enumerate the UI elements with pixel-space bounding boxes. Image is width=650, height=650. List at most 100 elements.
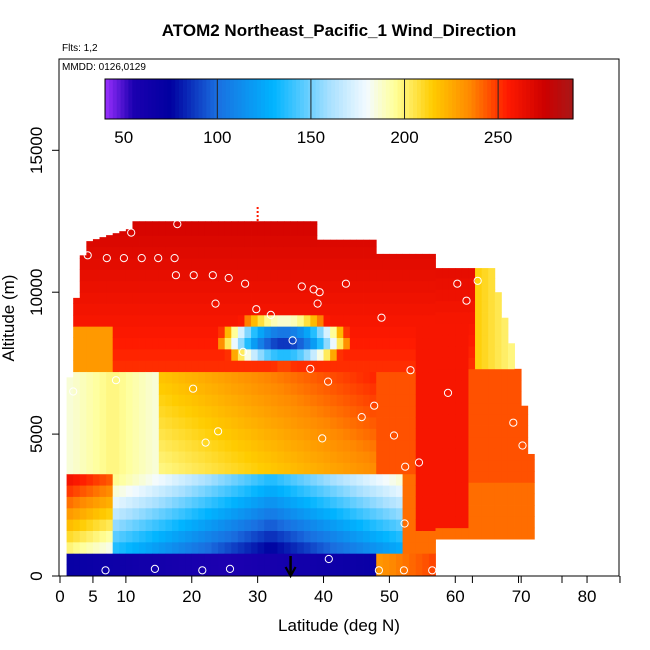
- heatmap-cell: [257, 553, 265, 566]
- heatmap-cell: [270, 235, 278, 248]
- heatmap-cell: [277, 439, 285, 452]
- heatmap-cell: [349, 314, 357, 327]
- heatmap-cell: [204, 507, 212, 520]
- heatmap-cell: [303, 235, 311, 248]
- heatmap-cell: [79, 405, 87, 418]
- sample-point: [225, 564, 235, 574]
- heatmap-cell: [119, 564, 127, 577]
- heatmap-cell: [251, 303, 259, 316]
- heatmap-cell: [435, 482, 443, 495]
- colorbar-swatch: [257, 79, 262, 119]
- colorbar-swatch: [163, 79, 168, 119]
- heatmap-cell: [99, 280, 107, 293]
- heatmap-cell: [297, 541, 305, 554]
- heatmap-cell: [270, 326, 278, 339]
- heatmap-cell: [488, 357, 496, 370]
- heatmap-cell: [264, 417, 272, 429]
- heatmap-cell: [336, 348, 344, 361]
- heatmap-cell: [224, 348, 232, 361]
- heatmap-cell: [244, 405, 252, 418]
- heatmap-cell: [165, 473, 173, 486]
- heatmap-cell: [323, 496, 331, 509]
- heatmap-cell: [125, 530, 133, 543]
- heatmap-cell: [323, 314, 331, 327]
- heatmap-cell: [488, 268, 496, 279]
- heatmap-cell: [349, 473, 357, 486]
- heatmap-cell: [428, 519, 436, 531]
- heatmap-cell: [363, 269, 371, 282]
- heatmap-cell: [257, 507, 265, 520]
- heatmap-cell: [415, 485, 423, 497]
- heatmap-cell: [422, 530, 430, 543]
- heatmap-cell: [145, 405, 153, 418]
- sample-point: [173, 220, 182, 229]
- colorbar-swatch: [366, 79, 371, 119]
- heatmap-cell: [132, 314, 140, 327]
- heatmap-cell: [172, 530, 179, 543]
- heatmap-cell: [277, 224, 285, 236]
- heatmap-cell: [330, 451, 338, 463]
- heatmap-cell: [145, 258, 153, 270]
- heatmap-cell: [112, 541, 120, 554]
- heatmap-cell: [270, 383, 278, 395]
- heatmap-cell: [448, 482, 456, 495]
- heatmap-cell: [323, 292, 331, 304]
- heatmap-cell: [481, 505, 489, 517]
- colorbar-swatch: [237, 79, 243, 119]
- heatmap-cell: [178, 360, 186, 373]
- heatmap-cell: [86, 337, 94, 350]
- heatmap-cell: [435, 414, 443, 426]
- heatmap-cell: [158, 405, 166, 418]
- heatmap-cell: [172, 541, 179, 554]
- heatmap-cell: [481, 493, 489, 506]
- heatmap-cell: [92, 507, 100, 520]
- heatmap-cell: [79, 394, 87, 407]
- heatmap-cell: [125, 246, 133, 259]
- heatmap-cell: [475, 459, 483, 472]
- heatmap-cell: [376, 485, 384, 497]
- heatmap-cell: [86, 473, 94, 486]
- heatmap-cell: [442, 516, 450, 529]
- heatmap-cell: [310, 519, 318, 531]
- heatmap-cell: [356, 439, 364, 452]
- heatmap-cell: [455, 425, 463, 438]
- heatmap-cell: [336, 239, 344, 248]
- heatmap-cell: [310, 292, 318, 304]
- heatmap-cell: [165, 303, 173, 316]
- heatmap-cell: [112, 473, 120, 486]
- heatmap-cell: [204, 394, 212, 407]
- heatmap-cell: [251, 485, 259, 497]
- heatmap-cell: [264, 337, 272, 350]
- heatmap-cell: [125, 258, 133, 270]
- heatmap-cell: [310, 485, 318, 497]
- heatmap-cell: [66, 530, 74, 543]
- heatmap-cell: [330, 507, 338, 520]
- heatmap-cell: [270, 553, 278, 566]
- colorbar-swatch: [498, 79, 504, 119]
- heatmap-cell: [316, 326, 324, 339]
- heatmap-cell: [330, 337, 338, 350]
- heatmap-cell: [191, 383, 199, 395]
- colorbar-swatch: [346, 79, 352, 119]
- heatmap-cell: [488, 470, 496, 483]
- heatmap-cell: [310, 303, 318, 316]
- heatmap-cell: [119, 348, 127, 361]
- heatmap-cell: [73, 428, 81, 441]
- heatmap-cell: [158, 428, 166, 441]
- heatmap-cell: [402, 564, 410, 577]
- heatmap-cell: [92, 258, 100, 270]
- heatmap-cell: [435, 470, 443, 483]
- heatmap-cell: [283, 485, 291, 497]
- heatmap-cell: [389, 473, 397, 486]
- heatmap-cell: [455, 516, 463, 529]
- heatmap-cell: [270, 348, 278, 361]
- heatmap-cell: [442, 459, 450, 472]
- heatmap-cell: [402, 519, 410, 531]
- colorbar-swatch: [307, 79, 313, 119]
- heatmap-cell: [442, 470, 450, 483]
- heatmap-cell: [79, 255, 87, 259]
- heatmap-cell: [191, 451, 199, 463]
- heatmap-cell: [409, 394, 417, 407]
- heatmap-cell: [152, 405, 160, 418]
- heatmap-cell: [323, 280, 331, 293]
